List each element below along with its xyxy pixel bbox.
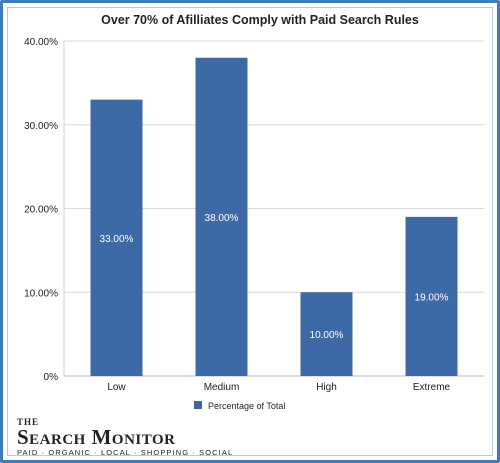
logo-line-name: Search Monitor: [17, 425, 176, 449]
bars: 33.00% 38.00% 10.00% 19.00%: [90, 57, 458, 376]
logo-tagline: PAID · ORGANIC · LOCAL · SHOPPING · SOCI…: [17, 448, 234, 457]
x-tick-label: Medium: [204, 382, 240, 393]
y-axis-tick-labels: 0% 10.00% 20.00% 30.00% 40.00%: [24, 37, 58, 383]
legend-label: Percentage of Total: [208, 401, 285, 411]
y-tick-label: 40.00%: [24, 37, 58, 48]
bar: [195, 57, 248, 376]
logo-line-the: THE: [17, 417, 40, 427]
bar-data-label: 33.00%: [100, 234, 134, 245]
search-monitor-logo: THE Search Monitor PAID · ORGANIC · LOCA…: [17, 417, 234, 458]
bar-data-label: 38.00%: [205, 213, 239, 224]
bar: [300, 292, 353, 376]
y-tick-label: 0%: [44, 372, 59, 383]
chart-title: Over 70% of Afilliates Comply with Paid …: [101, 13, 419, 27]
x-axis-tick-labels: Low Medium High Extreme: [107, 382, 450, 393]
y-tick-label: 20.00%: [24, 205, 58, 216]
x-tick-label: High: [316, 382, 337, 393]
legend: Percentage of Total: [194, 401, 285, 411]
x-tick-label: Extreme: [413, 382, 451, 393]
y-tick-label: 30.00%: [24, 121, 58, 132]
bar-data-label: 10.00%: [310, 330, 344, 341]
x-tick-label: Low: [107, 382, 126, 393]
bar-data-label: 19.00%: [415, 292, 449, 303]
bar: [405, 216, 458, 376]
bar: [90, 99, 143, 376]
legend-swatch: [194, 401, 202, 409]
chart-inner-border: [7, 7, 493, 456]
y-tick-label: 10.00%: [24, 288, 58, 299]
